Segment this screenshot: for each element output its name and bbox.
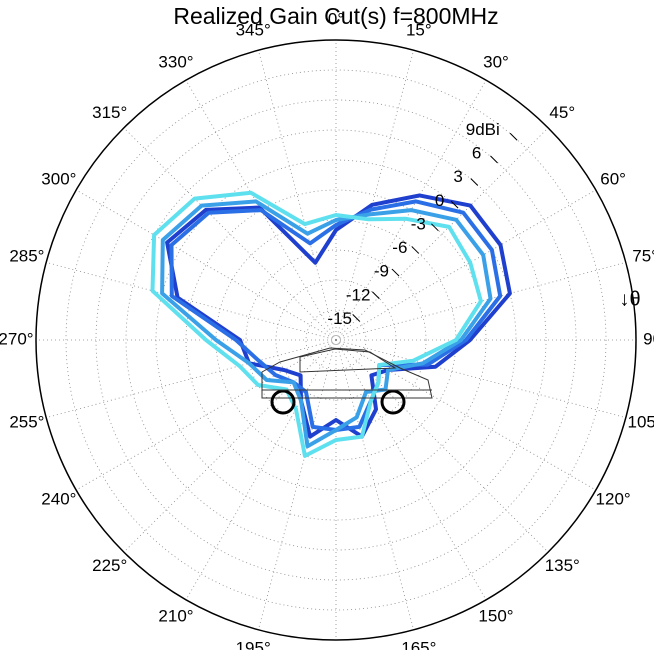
theta-tick-label: 135° — [545, 556, 580, 575]
theta-tick-label: 240° — [41, 489, 76, 508]
r-tick — [431, 223, 439, 232]
theta-tick-label: 270° — [0, 329, 34, 348]
theta-tick-label: 330° — [158, 52, 193, 71]
theta-tick-label: 15° — [406, 20, 432, 39]
r-tick — [372, 291, 380, 300]
r-tick-label: -15 — [327, 309, 352, 328]
chart-title: Realized Gain Cut(s) f=800MHz — [173, 3, 498, 29]
gain-curve — [160, 199, 493, 449]
car-window — [299, 348, 397, 373]
gain-curve — [165, 193, 512, 439]
theta-tick-label: 150° — [478, 607, 513, 626]
r-tick — [411, 246, 420, 254]
gain-curve — [150, 190, 483, 458]
r-tick — [470, 178, 479, 186]
theta-tick-label: 60° — [600, 169, 626, 188]
grid-ring — [125, 129, 547, 551]
car-outline — [261, 347, 433, 415]
car-wheel — [380, 389, 406, 415]
r-tick — [490, 155, 498, 164]
r-tick-label: -6 — [392, 238, 407, 257]
theta-tick-label: 210° — [158, 607, 193, 626]
theta-tick-label: 255° — [9, 412, 44, 431]
theta-tick-label: 45° — [549, 103, 575, 122]
r-tick-label: 3 — [453, 167, 462, 186]
grid-ring — [185, 189, 487, 491]
theta-tick-label: 30° — [483, 52, 509, 71]
car-wheel — [270, 389, 296, 415]
theta-tick-label: 225° — [92, 556, 127, 575]
theta-tick-label: 195° — [236, 639, 271, 650]
r-tick — [450, 200, 459, 209]
r-tick-label: -9 — [374, 262, 389, 281]
r-tick-label: -3 — [411, 214, 426, 233]
theta-tick-label: 105° — [628, 412, 654, 431]
r-tick — [352, 314, 361, 322]
r-tick-label: 0 — [435, 191, 444, 210]
polar-frame — [35, 39, 637, 641]
theta-tick-label: 75° — [632, 247, 654, 266]
r-tick-label: -12 — [346, 285, 371, 304]
r-tick-label: 9dBi — [466, 120, 500, 139]
theta-annotation: ↓θ — [619, 288, 640, 310]
theta-tick-label: 0° — [328, 9, 344, 28]
r-tick-label: 6 — [472, 144, 481, 163]
car-body — [261, 347, 433, 399]
theta-tick-label: 345° — [236, 20, 271, 39]
theta-tick-label: 90° — [643, 329, 654, 348]
r-tick — [509, 132, 518, 141]
theta-tick-label: 165° — [401, 639, 436, 650]
r-tick — [391, 268, 400, 277]
theta-tick-label: 300° — [41, 169, 76, 188]
theta-tick-label: 315° — [92, 103, 127, 122]
grid-ring — [245, 249, 427, 431]
theta-tick-label: 120° — [596, 489, 631, 508]
theta-tick-label: 285° — [9, 247, 44, 266]
grid-ring — [305, 309, 367, 371]
grid-ring — [65, 69, 607, 611]
